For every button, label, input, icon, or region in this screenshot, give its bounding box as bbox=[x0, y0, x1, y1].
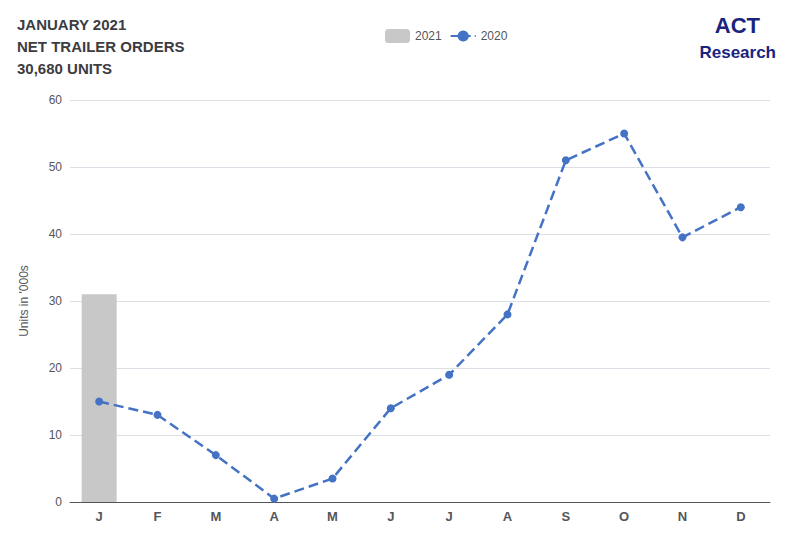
svg-text:30: 30 bbox=[49, 294, 63, 308]
svg-text:0: 0 bbox=[55, 495, 62, 509]
svg-text:60: 60 bbox=[49, 93, 63, 107]
svg-text:2020: 2020 bbox=[481, 29, 508, 43]
svg-text:M: M bbox=[327, 509, 338, 524]
svg-text:A: A bbox=[503, 509, 513, 524]
svg-text:10: 10 bbox=[49, 428, 63, 442]
svg-text:40: 40 bbox=[49, 227, 63, 241]
svg-text:S: S bbox=[561, 509, 570, 524]
svg-text:N: N bbox=[678, 509, 687, 524]
svg-text:NET TRAILER ORDERS: NET TRAILER ORDERS bbox=[17, 38, 185, 55]
svg-text:Research: Research bbox=[699, 43, 776, 62]
svg-text:F: F bbox=[154, 509, 162, 524]
svg-text:D: D bbox=[736, 509, 745, 524]
svg-text:20: 20 bbox=[49, 361, 63, 375]
svg-text:M: M bbox=[210, 509, 221, 524]
svg-text:50: 50 bbox=[49, 160, 63, 174]
svg-text:30,680 UNITS: 30,680 UNITS bbox=[17, 60, 112, 77]
svg-text:J: J bbox=[446, 509, 453, 524]
svg-text:ACT: ACT bbox=[715, 13, 761, 38]
svg-text:J: J bbox=[387, 509, 394, 524]
svg-text:JANUARY 2021: JANUARY 2021 bbox=[17, 16, 126, 33]
svg-text:Units in '000s: Units in '000s bbox=[17, 265, 31, 337]
svg-text:J: J bbox=[96, 509, 103, 524]
svg-text:2021: 2021 bbox=[415, 29, 442, 43]
svg-text:O: O bbox=[619, 509, 629, 524]
svg-text:A: A bbox=[269, 509, 279, 524]
